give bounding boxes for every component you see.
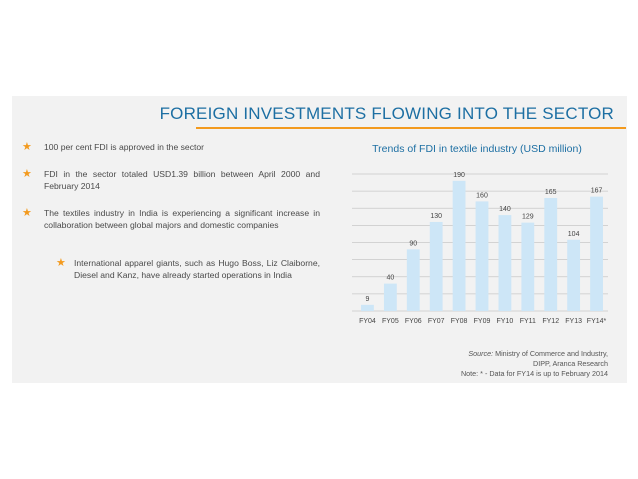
source-label: Source: <box>468 349 494 358</box>
slide-panel: FOREIGN INVESTMENTS FLOWING INTO THE SEC… <box>12 96 627 383</box>
bar <box>383 283 397 311</box>
bullet-text: FDI in the sector totaled USD1.39 billio… <box>44 169 320 191</box>
data-label: 90 <box>409 240 417 247</box>
x-tick-label: FY13 <box>565 318 582 325</box>
star-icon: ★ <box>22 168 32 180</box>
bar <box>498 215 512 311</box>
star-icon: ★ <box>22 141 32 153</box>
data-label: 104 <box>568 231 580 238</box>
data-note: Note: * - Data for FY14 is up to Februar… <box>460 369 608 378</box>
data-label: 160 <box>476 192 488 199</box>
data-label: 167 <box>591 188 603 195</box>
x-tick-label: FY06 <box>405 318 422 325</box>
x-tick-label: FY05 <box>382 318 399 325</box>
fdi-bar-chart: 9 FY04 40 FY05 90 FY06 130 FY07 190 FY08 160 FY09 14… <box>352 172 608 325</box>
bar <box>429 221 443 311</box>
title-underline <box>196 127 626 129</box>
star-icon: ★ <box>56 257 66 269</box>
x-tick-label: FY14* <box>587 318 607 325</box>
slide-title: FOREIGN INVESTMENTS FLOWING INTO THE SEC… <box>159 104 614 123</box>
data-label: 9 <box>366 296 370 303</box>
bar <box>475 201 489 311</box>
data-label: 130 <box>430 213 442 220</box>
x-tick-label: FY11 <box>520 318 536 325</box>
data-label: 190 <box>453 172 465 179</box>
chart-title: Trends of FDI in textile industry (USD m… <box>372 143 582 155</box>
bar <box>406 249 420 311</box>
x-tick-label: FY08 <box>451 318 468 325</box>
data-label: 140 <box>499 206 511 213</box>
data-label: 129 <box>522 214 534 221</box>
bullet-text: The textiles industry in India is experi… <box>44 208 320 230</box>
x-tick-label: FY12 <box>542 318 559 325</box>
data-label: 165 <box>545 189 557 196</box>
x-tick-label: FY09 <box>474 318 491 325</box>
x-tick-label: FY04 <box>359 318 376 325</box>
bullet-text: International apparel giants, such as Hu… <box>74 258 320 280</box>
star-icon: ★ <box>22 207 32 219</box>
bar <box>544 197 558 311</box>
bar <box>452 180 466 311</box>
bar <box>567 239 581 311</box>
bar <box>590 196 603 311</box>
source-line-2: DIPP, Aranca Research <box>533 359 608 368</box>
bullet-text: 100 per cent FDI is approved in the sect… <box>44 142 205 152</box>
x-tick-label: FY07 <box>428 318 445 325</box>
data-label: 40 <box>386 275 394 282</box>
source-line-1: Ministry of Commerce and Industry, <box>495 349 608 358</box>
source-note: Source: Ministry of Commerce and Industr… <box>392 349 608 379</box>
bar <box>521 222 535 311</box>
x-tick-label: FY10 <box>497 318 514 325</box>
bar <box>361 304 374 311</box>
